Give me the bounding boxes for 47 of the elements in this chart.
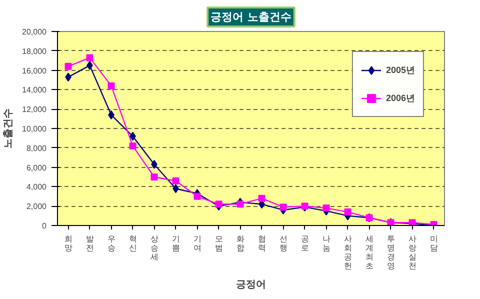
point bbox=[280, 204, 287, 211]
point bbox=[150, 174, 158, 180]
y-tick-label: 12,000 bbox=[22, 105, 48, 114]
x-tick-label: 발전 bbox=[86, 234, 94, 252]
legend-label: 2005년 bbox=[386, 64, 415, 76]
point bbox=[129, 142, 136, 150]
x-tick-label: 선행 bbox=[279, 234, 288, 252]
x-tick-label: 혁신 bbox=[128, 234, 137, 252]
x-tick-label: 사랑실천 bbox=[408, 234, 416, 270]
x-tick-label: 협력 bbox=[258, 234, 266, 252]
y-tick-label: 20,000 bbox=[22, 28, 48, 36]
x-tick-label: 상승세 bbox=[150, 234, 158, 262]
x-tick-label: 화합 bbox=[236, 234, 244, 252]
y-tick-label: 8,000 bbox=[26, 144, 48, 153]
point bbox=[258, 194, 266, 202]
x-tick-label: 사회공헌 bbox=[344, 234, 352, 270]
y-tick-label: 4,000 bbox=[26, 182, 48, 192]
point bbox=[322, 204, 330, 212]
point bbox=[172, 177, 180, 184]
y-tick-label: 16,000 bbox=[22, 66, 48, 76]
point bbox=[194, 192, 201, 200]
y-tick-label: 14,000 bbox=[22, 86, 48, 95]
x-tick-label: 희망 bbox=[64, 234, 72, 252]
x-axis-title: 긍정어 bbox=[236, 280, 266, 290]
x-tick-label: 기여 bbox=[193, 234, 202, 252]
y-tick-label: 0 bbox=[42, 222, 48, 230]
point bbox=[344, 208, 352, 216]
point bbox=[86, 54, 94, 62]
x-tick-label: 투명경영 bbox=[386, 234, 395, 270]
point bbox=[64, 62, 72, 70]
x-tick-label: 공로 bbox=[300, 234, 309, 252]
y-tick-label: 18,000 bbox=[22, 46, 48, 56]
x-tick-label: 기쁨 bbox=[172, 234, 180, 252]
y-tick-label: 10,000 bbox=[22, 124, 48, 134]
y-axis-title: 노출건수 bbox=[3, 108, 14, 148]
legend-label: 2006년 bbox=[386, 92, 415, 104]
x-tick-label: 우승 bbox=[107, 234, 116, 252]
chart-title: 긍정어 노출건수 bbox=[210, 10, 292, 24]
point bbox=[215, 200, 222, 208]
point bbox=[236, 200, 244, 208]
y-tick-label: 6,000 bbox=[26, 163, 48, 172]
point bbox=[108, 82, 115, 90]
x-tick-label: 나눔 bbox=[322, 234, 330, 252]
x-tick-label: 모범 bbox=[214, 234, 223, 252]
x-tick-label: 미담 bbox=[430, 234, 438, 252]
x-tick-label: 세계최초 bbox=[365, 234, 374, 270]
y-tick-label: 2,000 bbox=[26, 202, 48, 212]
